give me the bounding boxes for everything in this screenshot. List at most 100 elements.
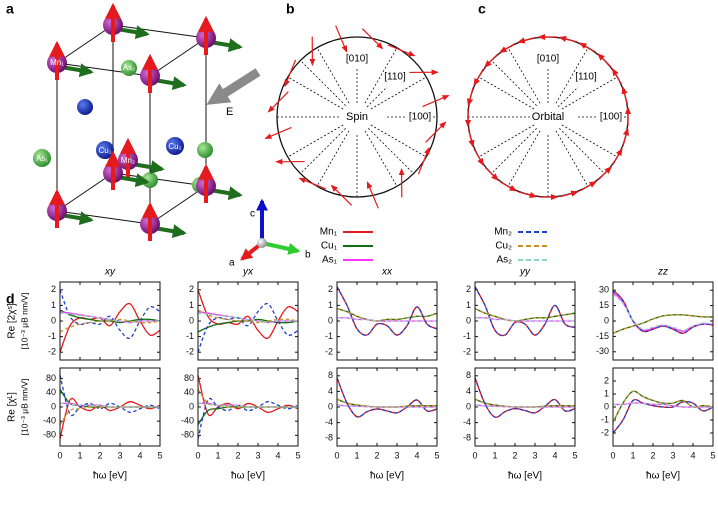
y-tick-label: -8 (325, 433, 333, 443)
axis-label: b (305, 250, 311, 261)
field-label: E (226, 106, 233, 118)
series-line: Mn₂ (475, 378, 575, 418)
chart: -2-1012Mn₁Cu₁As₁Mn₂Cu₂As₂yx (186, 267, 298, 360)
chart-title: yy (519, 267, 531, 278)
orbital-arrow (623, 129, 628, 146)
spoke (288, 125, 343, 157)
y-tick-label: 15 (599, 300, 609, 310)
y-tick-label: 0 (604, 401, 609, 411)
polar-panels: Spin[010][110][100]Orbital[010][110][100… (266, 26, 628, 209)
y-axis-label: [10⁻³ μB nm/V] (19, 379, 29, 436)
spoke (491, 60, 536, 105)
orbital-arrow (613, 149, 622, 165)
direction-label: [010] (537, 54, 559, 65)
x-axis-label: ħω [eV] (93, 471, 127, 482)
spin-arrow (336, 26, 347, 52)
axis-label: c (250, 209, 255, 220)
x-tick-label: 5 (157, 450, 162, 460)
spoke (508, 131, 540, 186)
center-label: Spin (346, 111, 368, 123)
atom (77, 99, 93, 115)
x-tick-label: 4 (275, 450, 280, 460)
y-tick-label: 0 (466, 401, 471, 411)
orbital-arrow (468, 129, 473, 146)
x-axis-label: ħω [eV] (508, 471, 542, 482)
panel-label: a (6, 1, 14, 17)
spin-arrow (269, 92, 289, 112)
orbital-arrow (613, 69, 622, 85)
spoke (300, 60, 345, 105)
x-tick-label: 3 (394, 450, 399, 460)
x-tick-label: 2 (235, 450, 240, 460)
x-tick-label: 3 (117, 450, 122, 460)
chart-title: xx (381, 267, 393, 278)
spin-arrow (285, 60, 296, 86)
x-tick-label: 2 (512, 450, 517, 460)
y-tick-label: 30 (599, 285, 609, 295)
atom-label: Mn₁ (50, 58, 64, 67)
x-tick-label: 1 (77, 450, 82, 460)
series-line: Mn₂ (60, 375, 160, 415)
orbital-arrow (500, 182, 516, 191)
spoke (317, 48, 349, 103)
legend-label: As₁ (322, 255, 338, 266)
x-tick-label: 5 (434, 450, 439, 460)
x-tick-label: 1 (630, 450, 635, 460)
series-line: Mn₂ (198, 304, 298, 353)
atom-label: Mn₂ (121, 156, 135, 165)
spin-arrow (423, 96, 449, 107)
atom-label: Cu₂ (168, 142, 181, 151)
spin-arrow (388, 45, 414, 56)
x-tick-label: 1 (492, 450, 497, 460)
y-tick-label: -30 (596, 346, 609, 356)
panel-label: c (478, 1, 486, 17)
direction-label: [110] (575, 72, 597, 83)
field-arrow (214, 72, 258, 100)
x-tick-label: 5 (572, 450, 577, 460)
y-tick-label: 0 (328, 401, 333, 411)
orbital-arrow (519, 192, 536, 197)
y-tick-label: -2 (186, 347, 194, 357)
spoke (558, 87, 578, 107)
orbital-arrow (560, 37, 577, 42)
y-axis-label: [10⁻³ μB nm/V] (19, 293, 29, 350)
y-tick-label: 40 (46, 387, 56, 397)
atom-label: As₁ (36, 154, 48, 163)
y-tick-label: 80 (46, 373, 56, 383)
y-tick-label: 0 (189, 315, 194, 325)
y-tick-label: -80 (43, 430, 56, 440)
y-tick-label: -4 (325, 417, 333, 427)
orbital-arrow (598, 54, 611, 67)
y-tick-label: 1 (328, 300, 333, 310)
y-tick-label: -40 (43, 416, 56, 426)
legend-label: Mn₁ (320, 227, 338, 238)
x-axis-label: ħω [eV] (370, 471, 404, 482)
series-line: Cu₁ (198, 407, 298, 425)
y-tick-label: 8 (328, 370, 333, 380)
orbital-arrow (474, 69, 483, 85)
y-tick-label: 40 (184, 387, 194, 397)
orbital-arrow (500, 43, 516, 52)
axis-origin (257, 238, 267, 248)
charts: -2-1012Mn₁Cu₁As₁Mn₂Cu₂As₂xyRe [2χˢ][10⁻³… (7, 267, 716, 482)
chart: -2-1012Mn₁Cu₁As₁Mn₂Cu₂As₂xyRe [2χˢ][10⁻³… (7, 267, 160, 360)
x-tick-label: 4 (690, 450, 695, 460)
x-tick-label: 5 (295, 450, 300, 460)
x-tick-label: 0 (610, 450, 615, 460)
y-tick-label: 0 (189, 401, 194, 411)
panel-label: b (286, 1, 295, 17)
series-line: Mn₂ (475, 287, 575, 336)
chart-title: xy (104, 267, 116, 278)
x-tick-label: 2 (97, 450, 102, 460)
y-tick-label: 1 (189, 300, 194, 310)
spin-arrow (266, 127, 292, 138)
